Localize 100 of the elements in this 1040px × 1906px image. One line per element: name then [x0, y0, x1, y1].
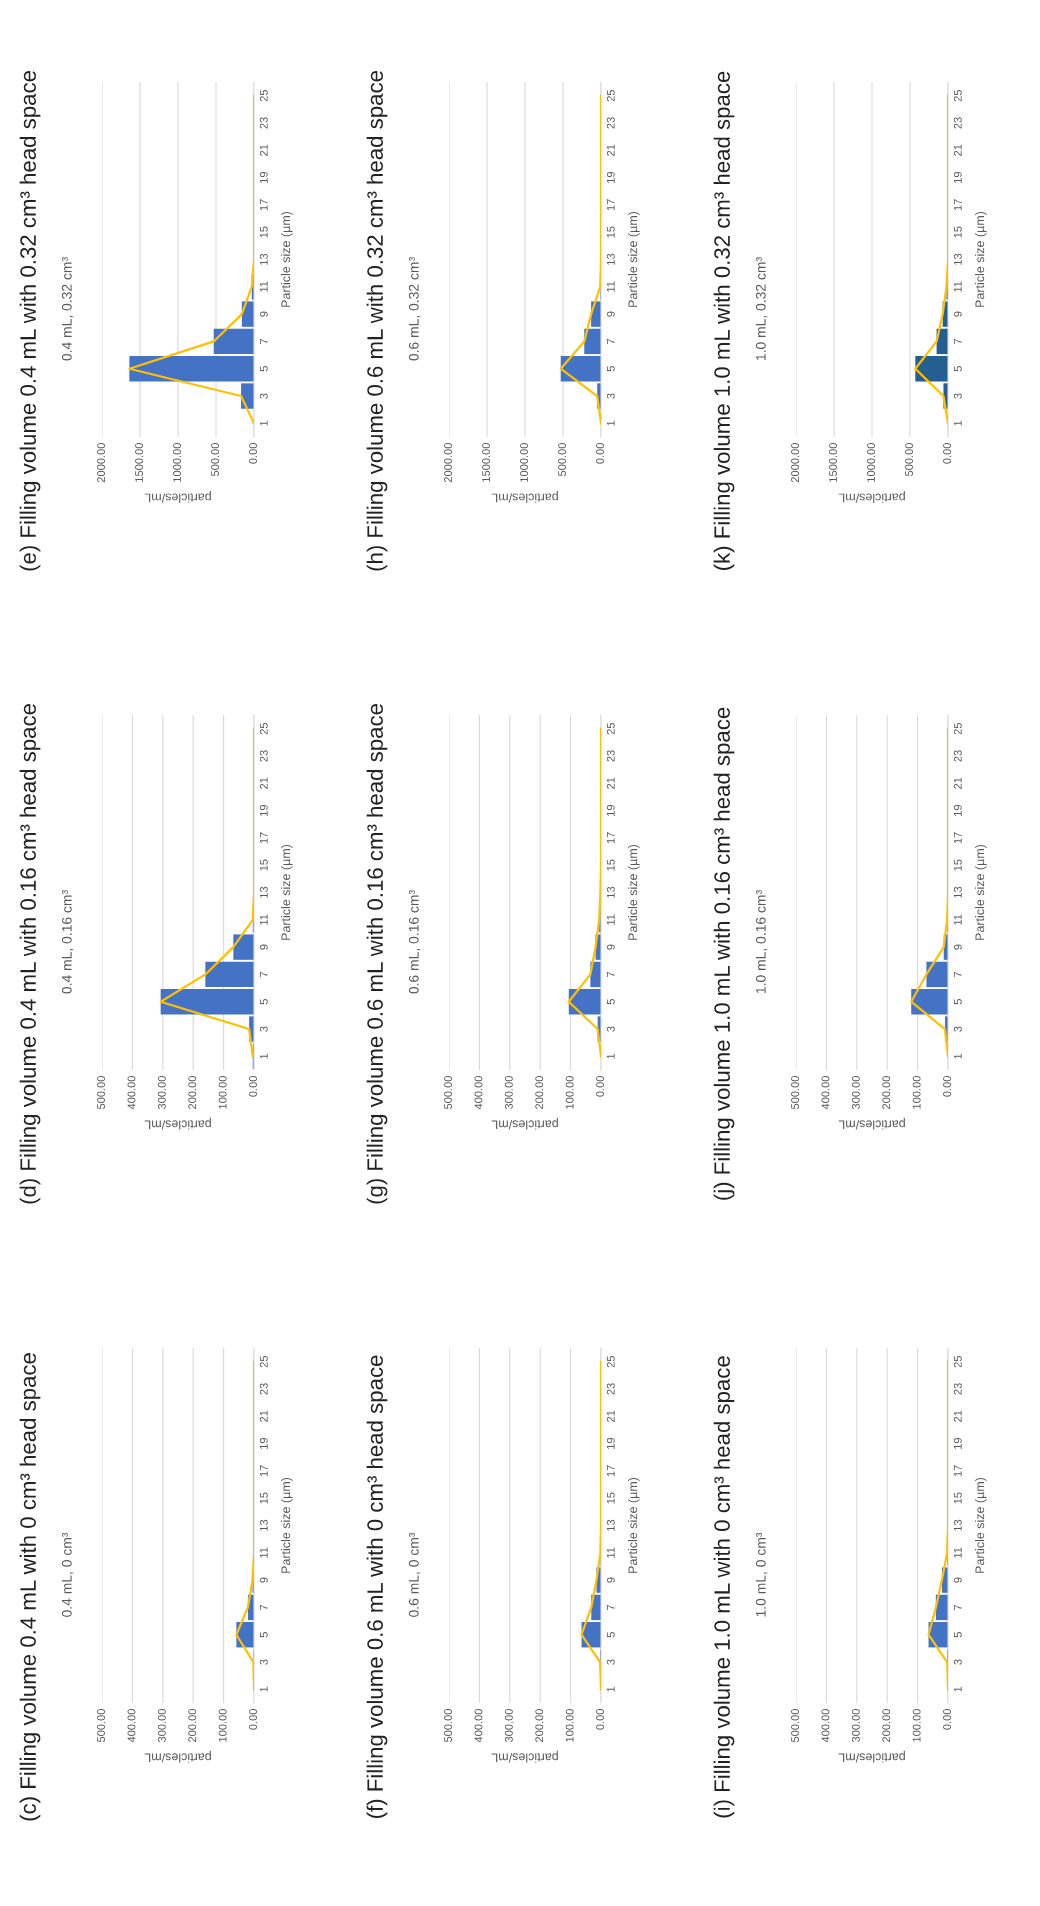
x-tick-label: 500.00 [97, 1708, 105, 1743]
text: 1.0 mL, 0.32 cm³ [755, 257, 768, 361]
y-tick-label: 25 [606, 1355, 615, 1368]
text: (c) Filling volume 0.4 mL with 0 cm³ head space [19, 1353, 41, 1821]
y-axis-title: Particle size (µm) [975, 211, 987, 307]
x-tick-label: 200.00 [535, 1708, 544, 1742]
y-tick-label: 11 [953, 281, 962, 292]
y-tick-label: 25 [606, 722, 615, 735]
text: (h) Filling volume 0.6 mL with 0.32 cm³ head space [366, 71, 388, 571]
y-tick-label: 1 [259, 1053, 268, 1059]
x-tick-label: 500.00 [97, 1075, 105, 1110]
y-tick-label: 19 [259, 1437, 268, 1449]
y-tick-label: 21 [953, 144, 962, 156]
x-tick-label: 400.00 [474, 1075, 483, 1110]
y-tick-label: 11 [953, 1547, 962, 1558]
y-tick-label: 7 [259, 1604, 268, 1610]
y-tick-label: 7 [606, 971, 615, 977]
y-tick-label: 9 [259, 311, 268, 317]
x-tick-label: 1000.00 [173, 442, 181, 482]
y-tick-label: 5 [953, 366, 962, 372]
y-axis-title: Particle size (µm) [628, 1477, 640, 1573]
y-axis-title: Particle size (µm) [628, 844, 640, 940]
y-tick-label: 5 [606, 999, 615, 1005]
y-tick-label: 9 [953, 311, 962, 317]
x-tick-label: 200.00 [882, 1708, 891, 1742]
y-tick-label: 5 [259, 366, 268, 372]
y-axis-title: Particle size (µm) [628, 211, 640, 307]
y-tick-label: 5 [259, 1632, 268, 1638]
y-tick-label: 23 [606, 750, 615, 762]
y-tick-label: 19 [953, 1437, 962, 1449]
y-tick-label: 25 [259, 89, 268, 102]
x-axis-title: particles/mL [144, 491, 211, 503]
y-tick-label: 7 [953, 338, 962, 344]
text: (e) Filling volume 0.4 mL with 0.32 cm³ head space [19, 71, 41, 571]
y-tick-label: 19 [606, 1437, 615, 1449]
y-tick-label: 3 [259, 1026, 268, 1032]
y-tick-label: 13 [953, 886, 962, 898]
x-axis-title: particles/mL [491, 1117, 558, 1130]
y-tick-label: 25 [259, 1355, 268, 1368]
y-tick-label: 17 [953, 1465, 962, 1477]
text: 0.4 mL, 0 cm³ [61, 1532, 74, 1617]
y-tick-label: 11 [259, 1547, 268, 1558]
y-tick-label: 9 [259, 1577, 268, 1583]
x-tick-label: 300.00 [504, 1075, 513, 1110]
y-tick-label: 19 [606, 804, 615, 816]
y-tick-label: 1 [259, 1686, 268, 1692]
y-tick-label: 3 [953, 393, 962, 399]
x-tick-label: 1500.00 [829, 442, 837, 482]
y-tick-label: 5 [606, 366, 615, 372]
x-tick-label: 200.00 [188, 1708, 197, 1742]
text: 0.6 mL, 0.16 cm³ [408, 890, 421, 994]
x-tick-label: 1000.00 [520, 442, 528, 482]
y-tick-label: 1 [606, 420, 615, 426]
text: (i) Filling volume 1.0 mL with 0 cm³ head space [713, 1356, 735, 1818]
x-tick-label: 400.00 [821, 1075, 830, 1110]
y-tick-label: 13 [606, 886, 615, 898]
y-tick-label: 11 [953, 914, 962, 925]
y-axis-title: Particle size (µm) [281, 211, 293, 307]
y-tick-label: 11 [606, 914, 615, 925]
y-tick-label: 9 [606, 944, 615, 950]
y-tick-label: 5 [953, 1632, 962, 1638]
x-tick-label: 400.00 [474, 1708, 483, 1743]
y-tick-label: 13 [953, 253, 962, 265]
x-axis-title: particles/mL [491, 491, 558, 503]
y-tick-label: 15 [953, 226, 962, 238]
x-tick-label: 500.00 [791, 1708, 799, 1743]
y-tick-label: 3 [606, 1659, 615, 1665]
x-tick-label: 100.00 [218, 1075, 227, 1109]
x-tick-label: 100.00 [912, 1708, 921, 1742]
y-tick-label: 17 [953, 199, 962, 211]
text: (d) Filling volume 0.4 mL with 0.16 cm³ head space [19, 704, 41, 1204]
x-tick-label: 400.00 [821, 1708, 830, 1743]
x-tick-label: 0.00 [596, 1075, 604, 1097]
x-tick-label: 1500.00 [135, 442, 143, 482]
y-tick-label: 23 [953, 117, 962, 129]
y-axis-title: Particle size (µm) [281, 1477, 293, 1573]
y-tick-label: 17 [606, 199, 615, 211]
x-tick-label: 400.00 [127, 1708, 136, 1743]
y-tick-label: 1 [606, 1686, 615, 1692]
x-tick-label: 200.00 [882, 1075, 891, 1109]
y-tick-label: 15 [259, 859, 268, 871]
x-tick-label: 100.00 [218, 1708, 227, 1742]
y-tick-label: 7 [606, 338, 615, 344]
y-tick-label: 3 [953, 1659, 962, 1665]
y-tick-label: 1 [606, 1053, 615, 1059]
y-tick-label: 3 [259, 393, 268, 399]
x-tick-label: 200.00 [188, 1075, 197, 1109]
y-tick-label: 23 [259, 1383, 268, 1395]
text: (k) Filling volume 1.0 mL with 0.32 cm³ head space [713, 71, 735, 570]
x-tick-label: 500.00 [905, 442, 913, 477]
x-tick-label: 0.00 [596, 442, 604, 464]
x-tick-label: 300.00 [157, 1075, 166, 1110]
x-tick-label: 2000.00 [791, 442, 799, 483]
y-tick-label: 19 [259, 171, 268, 183]
y-tick-label: 3 [953, 1026, 962, 1032]
x-tick-label: 0.00 [249, 442, 257, 464]
text: 0.6 mL, 0 cm³ [408, 1532, 421, 1617]
y-tick-label: 15 [606, 859, 615, 871]
y-axis-title: Particle size (µm) [975, 1477, 987, 1573]
x-tick-label: 300.00 [157, 1708, 166, 1743]
